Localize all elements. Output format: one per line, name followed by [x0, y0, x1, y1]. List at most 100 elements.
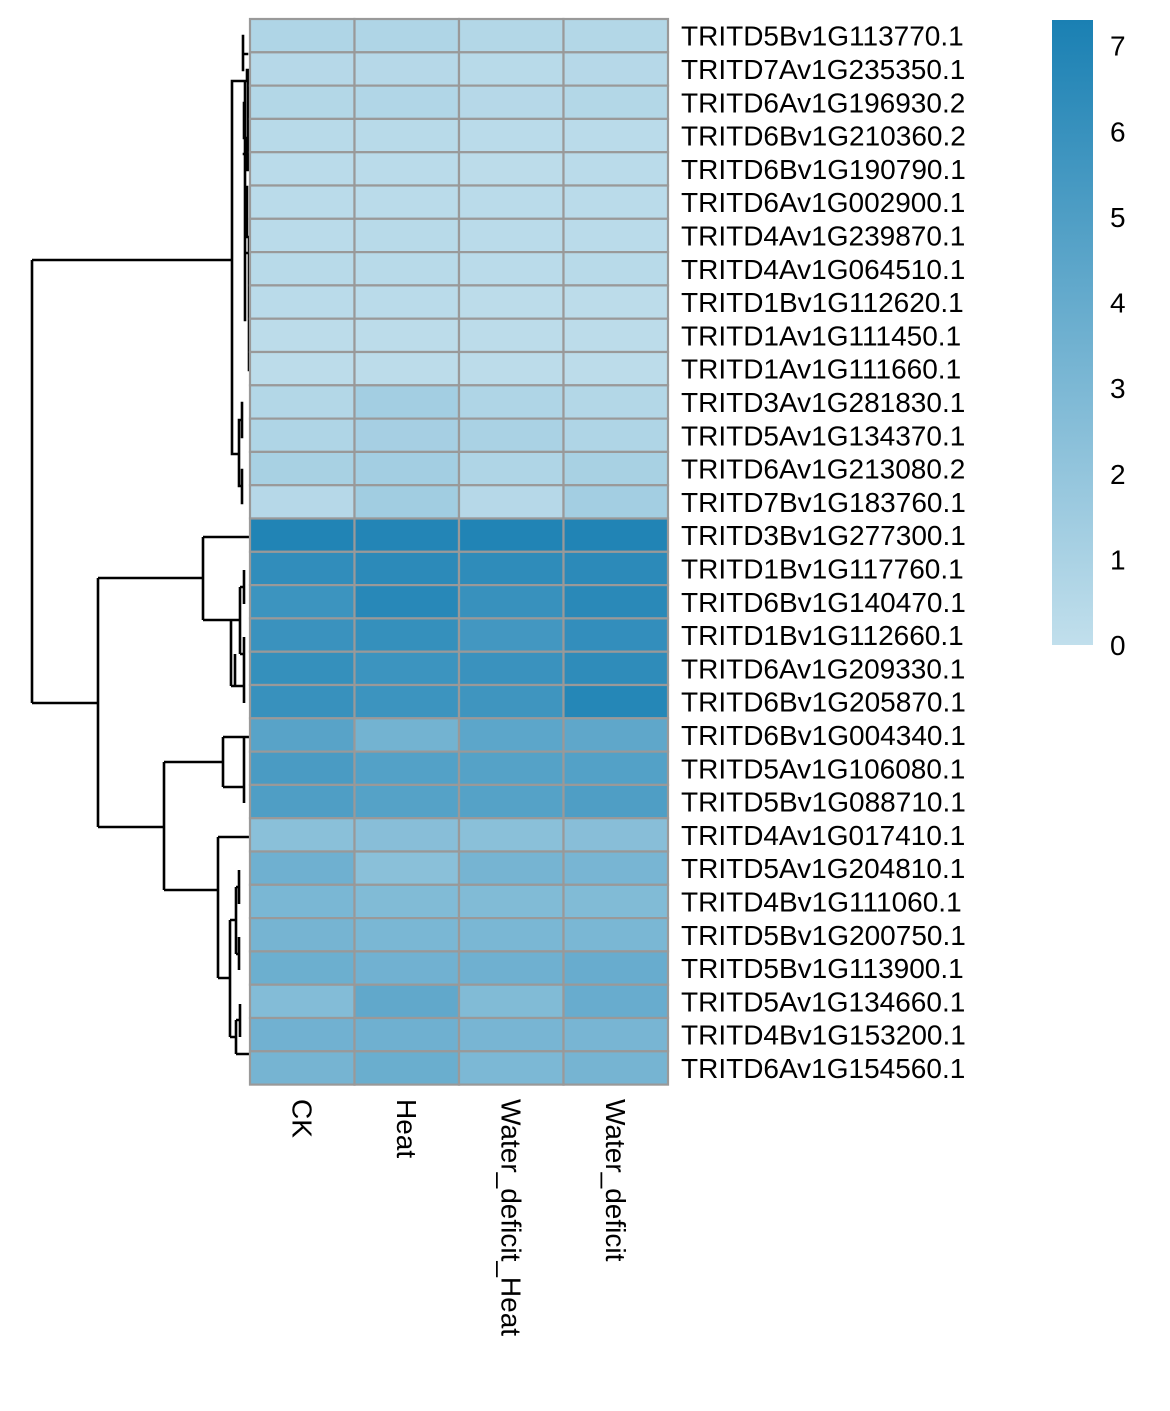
heatmap-cell	[248, 983, 356, 1020]
heatmap-cell	[248, 17, 356, 54]
dendrogram-bottom-branches	[96, 535, 249, 1056]
legend-tick-label: 7	[1110, 31, 1126, 62]
heatmap-cell	[353, 350, 461, 387]
heatmap-cell	[248, 417, 356, 454]
heatmap-cell	[248, 151, 356, 187]
column-label: Water_deficit	[600, 1099, 631, 1262]
heatmap-cell	[457, 17, 565, 54]
heatmap-cell	[248, 750, 356, 786]
heatmap-cell	[562, 1016, 670, 1053]
legend-tick-label: 1	[1110, 544, 1126, 575]
heatmap-cell	[562, 750, 670, 786]
heatmap-cell	[353, 817, 461, 853]
heatmap-cell	[457, 1016, 565, 1053]
heatmap-cell	[248, 384, 356, 420]
heatmap-cell	[353, 1050, 461, 1086]
row-label: TRITD6Bv1G140470.1	[681, 587, 966, 618]
heatmap-cell	[457, 650, 565, 687]
heatmap-cell	[353, 251, 461, 287]
legend-tick-label: 4	[1110, 288, 1126, 319]
heatmap-cell	[248, 217, 356, 254]
heatmap-cell	[457, 84, 565, 120]
heatmap-cell	[248, 916, 356, 953]
heatmap-cell	[353, 950, 461, 986]
heatmap-cell	[353, 583, 461, 620]
row-label: TRITD6Bv1G190790.1	[681, 154, 966, 185]
heatmap-cell	[562, 583, 670, 620]
heatmap-cell	[248, 1016, 356, 1053]
heatmap-cell	[248, 583, 356, 620]
legend-tick-label: 5	[1110, 202, 1126, 233]
row-label: TRITD1Bv1G112620.1	[681, 287, 964, 318]
row-label: TRITD4Bv1G153200.1	[681, 1020, 966, 1051]
heatmap-cell	[562, 550, 670, 587]
heatmap-cell	[353, 484, 461, 520]
heatmap-cell	[562, 983, 670, 1020]
heatmap-cell	[457, 883, 565, 920]
heatmap-cell	[457, 583, 565, 620]
heatmap-cell	[248, 850, 356, 886]
heatmap-cell	[248, 783, 356, 820]
heatmap-cell	[562, 350, 670, 387]
row-label: TRITD6Av1G209330.1	[681, 653, 965, 684]
heatmap-cell	[562, 717, 670, 753]
heatmap-cell	[562, 284, 670, 320]
row-labels: TRITD5Bv1G113770.1TRITD7Av1G235350.1TRIT…	[681, 21, 966, 1084]
heatmap-cell	[353, 983, 461, 1020]
heatmap-cell	[562, 84, 670, 120]
heatmap-cell	[353, 850, 461, 886]
heatmap-cell	[562, 417, 670, 454]
heatmap-cell	[562, 883, 670, 920]
heatmap-cell	[353, 717, 461, 753]
row-label: TRITD5Bv1G113770.1	[681, 21, 964, 52]
heatmap-cell	[457, 484, 565, 520]
heatmap-cell	[562, 850, 670, 886]
heatmap-cell	[353, 384, 461, 420]
heatmap-cell	[353, 683, 461, 720]
heatmap-cell	[248, 883, 356, 920]
heatmap-cell	[457, 317, 565, 354]
heatmap-cell	[353, 750, 461, 786]
heatmap-cell	[562, 1050, 670, 1086]
heatmap-cell	[353, 883, 461, 920]
row-label: TRITD5Bv1G113900.1	[681, 953, 964, 984]
heatmap-cell	[353, 117, 461, 154]
legend-tick-label: 0	[1110, 630, 1126, 661]
heatmap-cell	[353, 317, 461, 354]
heatmap-cell	[248, 350, 356, 387]
heatmap-cell	[562, 17, 670, 54]
heatmap-cell	[457, 916, 565, 953]
row-label: TRITD5Av1G204810.1	[681, 853, 965, 884]
row-label: TRITD1Bv1G117760.1	[681, 553, 964, 584]
legend-tick-label: 2	[1110, 459, 1126, 490]
heatmap-cell	[248, 717, 356, 753]
row-label: TRITD5Bv1G200750.1	[681, 920, 966, 951]
heatmap-cell	[353, 51, 461, 87]
heatmap-cell	[248, 1050, 356, 1086]
dendrogram-top-cluster-link	[30, 258, 232, 705]
heatmap-cell	[457, 51, 565, 87]
heatmap-cell	[562, 484, 670, 520]
heatmap-cell	[562, 517, 670, 553]
row-label: TRITD3Av1G281830.1	[681, 387, 965, 418]
heatmap-cell	[353, 783, 461, 820]
color-legend: 0 1 2 3 4 5 6 7	[1052, 20, 1126, 661]
row-label: TRITD7Bv1G183760.1	[681, 487, 966, 518]
column-labels: CK Heat Water_deficit_Heat Water_deficit	[286, 1099, 631, 1336]
heatmap-cell	[562, 217, 670, 254]
row-label: TRITD1Bv1G112660.1	[681, 620, 964, 651]
heatmap-cell	[248, 284, 356, 320]
row-label: TRITD4Av1G064510.1	[681, 254, 965, 285]
row-label: TRITD6Av1G196930.2	[681, 87, 965, 118]
heatmap-cell	[248, 51, 356, 87]
heatmap-cell	[353, 1016, 461, 1053]
heatmap-cell	[457, 850, 565, 886]
row-label: TRITD4Av1G239870.1	[681, 220, 965, 251]
heatmap-cell	[457, 983, 565, 1020]
heatmap-cell	[353, 417, 461, 454]
heatmap-cell	[562, 617, 670, 653]
heatmap-cell	[353, 184, 461, 220]
heatmap-cell	[353, 217, 461, 254]
row-label: TRITD4Av1G017410.1	[681, 820, 965, 851]
